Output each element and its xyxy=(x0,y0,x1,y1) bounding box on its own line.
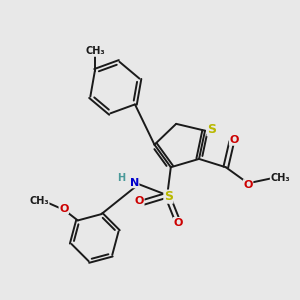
Text: O: O xyxy=(230,135,239,145)
Text: CH₃: CH₃ xyxy=(85,46,105,56)
Text: S: S xyxy=(164,190,173,203)
Text: O: O xyxy=(59,204,68,214)
Text: CH₃: CH₃ xyxy=(270,173,290,183)
Text: O: O xyxy=(135,196,144,206)
Text: O: O xyxy=(173,218,183,227)
Text: N: N xyxy=(130,178,139,188)
Text: H: H xyxy=(117,172,125,183)
Text: O: O xyxy=(243,180,253,190)
Text: S: S xyxy=(207,123,216,136)
Text: CH₃: CH₃ xyxy=(29,196,49,206)
